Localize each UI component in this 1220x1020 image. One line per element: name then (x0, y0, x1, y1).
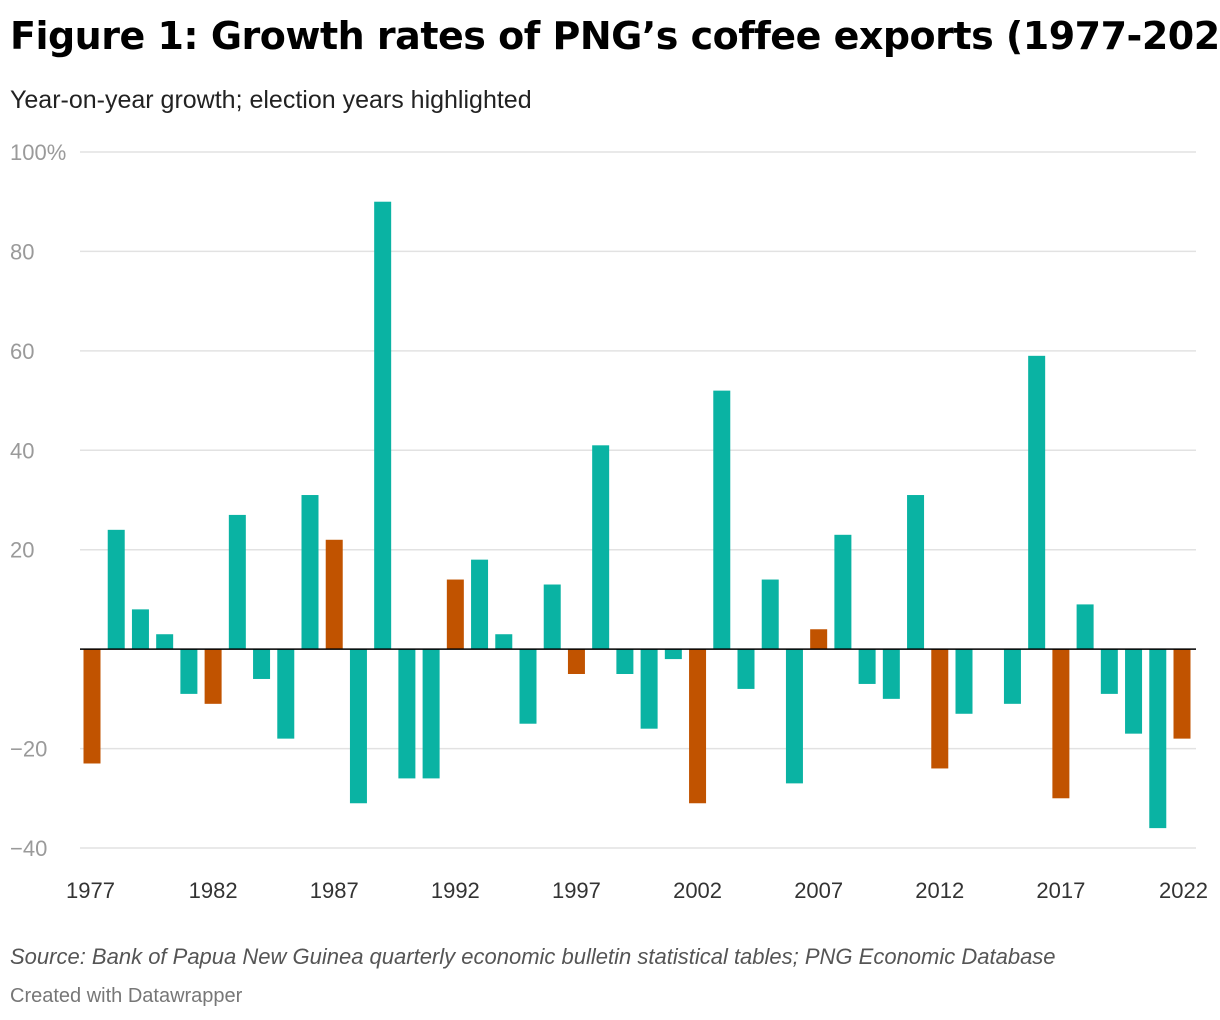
gridlines (80, 151, 1196, 849)
chart-subtitle: Year-on-year growth; election years high… (10, 86, 532, 114)
year-bar (737, 649, 755, 689)
y-tick-label: 40 (10, 438, 34, 463)
x-tick-label: 1997 (552, 878, 601, 903)
election-year-bar (204, 649, 222, 704)
election-year-bar (1173, 649, 1191, 739)
election-year-bar (83, 649, 101, 764)
x-tick-label: 2022 (1159, 878, 1208, 903)
year-bar (834, 534, 852, 650)
year-bar (543, 584, 561, 650)
year-bar (131, 609, 149, 650)
x-tick-label: 2012 (915, 878, 964, 903)
year-bar (398, 649, 416, 779)
x-tick-label: 1987 (310, 878, 359, 903)
x-tick-label: 1977 (66, 878, 115, 903)
year-bar (495, 634, 513, 650)
year-bar (616, 649, 634, 674)
year-bar (1125, 649, 1143, 734)
year-bar (519, 649, 537, 724)
year-bar (907, 495, 925, 650)
election-year-bar (810, 629, 828, 650)
year-bar (858, 649, 876, 684)
bars (83, 201, 1191, 829)
year-bar (664, 649, 682, 660)
year-bar (374, 201, 392, 650)
year-bar (955, 649, 973, 714)
election-year-bar (567, 649, 585, 674)
year-bar (156, 634, 174, 650)
year-bar (713, 390, 731, 650)
election-year-bar (1052, 649, 1070, 799)
y-axis-labels: 100% 80 60 40 20 −20 −40 (10, 140, 66, 861)
y-tick-label: 100% (10, 140, 66, 165)
year-bar (301, 495, 319, 650)
x-tick-label: 2002 (673, 878, 722, 903)
year-bar (471, 559, 489, 650)
election-year-bar (325, 539, 343, 650)
year-bar (253, 649, 271, 679)
election-year-bar (931, 649, 949, 769)
y-tick-label: −20 (10, 737, 47, 762)
year-bar (640, 649, 658, 729)
year-bar (1076, 604, 1094, 650)
y-tick-label: −40 (10, 836, 47, 861)
election-year-bar (689, 649, 707, 804)
year-bar (349, 649, 367, 804)
year-bar (1100, 649, 1118, 694)
y-tick-label: 20 (10, 538, 34, 563)
x-tick-label: 2017 (1036, 878, 1085, 903)
x-tick-label: 2007 (794, 878, 843, 903)
x-tick-label: 1992 (431, 878, 480, 903)
year-bar (1003, 649, 1021, 704)
year-bar (228, 514, 246, 650)
year-bar (592, 445, 610, 650)
year-bar (422, 649, 440, 779)
x-axis-labels: 1977 1982 1987 1992 1997 2002 2007 2012 2017 2022 (66, 878, 1208, 903)
x-tick-label: 1982 (189, 878, 238, 903)
year-bar (180, 649, 198, 694)
year-bar (1149, 649, 1167, 829)
source-note: Source: Bank of Papua New Guinea quarter… (10, 944, 1056, 969)
year-bar (785, 649, 803, 784)
chart-title: Figure 1: Growth rates of PNG’s coffee e… (10, 14, 1220, 58)
y-tick-label: 80 (10, 239, 34, 264)
y-tick-label: 60 (10, 339, 34, 364)
year-bar (882, 649, 900, 699)
year-bar (277, 649, 295, 739)
year-bar (107, 529, 125, 650)
election-year-bar (446, 579, 464, 650)
credit-line: Created with Datawrapper (10, 985, 243, 1007)
year-bar (1028, 355, 1046, 650)
year-bar (761, 579, 779, 650)
